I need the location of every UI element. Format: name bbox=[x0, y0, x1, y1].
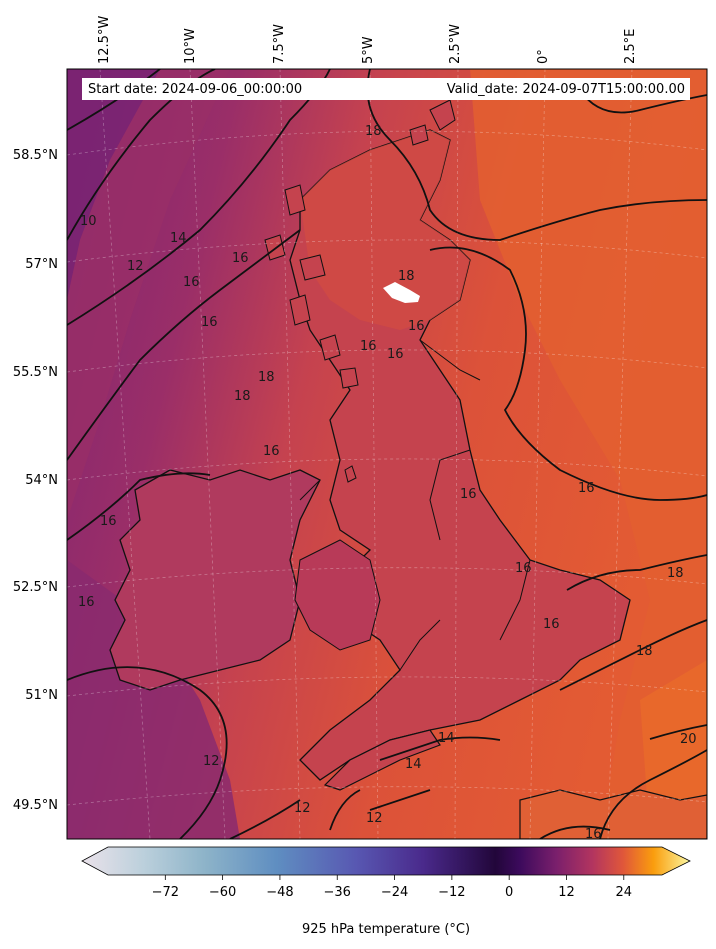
map-frame bbox=[66, 68, 708, 840]
latitude-label: 55.5°N bbox=[13, 365, 58, 380]
contour-label-group: 10 12 14 16 16 16 18 18 18 16 16 18 16 1… bbox=[78, 124, 697, 842]
colorbar-tick-label: −12 bbox=[438, 885, 465, 900]
valid-date-label: Valid_date: 2024-09-07T15:00:00.00 bbox=[447, 82, 685, 97]
ireland-land bbox=[109, 469, 321, 691]
region-borders bbox=[299, 339, 531, 671]
colorbar-tick-label: −36 bbox=[324, 885, 351, 900]
contour-label: 18 bbox=[667, 566, 684, 581]
contour-label: 16 bbox=[408, 319, 425, 334]
contour-label: 12 bbox=[127, 259, 144, 274]
longitude-label: 5°W bbox=[361, 36, 376, 64]
northern-isles bbox=[409, 99, 456, 146]
longitude-labels: 12.5°W 10°W 7.5°W 5°W 2.5°W 0° 2.5°E bbox=[97, 16, 638, 64]
cool-sea-zone-southwest bbox=[67, 560, 240, 839]
longitude-label: 0° bbox=[536, 49, 551, 64]
latitude-label: 49.5°N bbox=[13, 798, 58, 813]
colorbar-tick-label: 24 bbox=[616, 885, 633, 900]
latitude-label: 54°N bbox=[25, 473, 58, 488]
longitude-label: 12.5°W bbox=[97, 16, 112, 64]
contour-label: 18 bbox=[398, 269, 415, 284]
colorbar-ticks: −72 −60 −48 −36 −24 −12 0 12 24 bbox=[152, 875, 632, 900]
latitude-label: 52.5°N bbox=[13, 580, 58, 595]
colorbar-tick-label: −24 bbox=[381, 885, 408, 900]
colorbar-tick-label: 0 bbox=[505, 885, 513, 900]
contour-label: 16 bbox=[543, 617, 560, 632]
contour-label: 16 bbox=[183, 275, 200, 290]
contour-label: 14 bbox=[170, 231, 187, 246]
contour-label: 18 bbox=[636, 644, 653, 659]
contour-label: 16 bbox=[387, 347, 404, 362]
date-info-box bbox=[82, 78, 690, 100]
high-terrain-patch bbox=[383, 282, 420, 303]
wales-region bbox=[294, 539, 381, 651]
isotherm-contours bbox=[67, 69, 707, 839]
colorbar-tick-label: −72 bbox=[152, 885, 179, 900]
contour-label: 16 bbox=[201, 315, 218, 330]
colorbar-tick-label: 12 bbox=[558, 885, 575, 900]
contour-label: 16 bbox=[578, 481, 595, 496]
colorbar-title: 925 hPa temperature (°C) bbox=[302, 922, 470, 937]
latitude-label: 57°N bbox=[25, 257, 58, 272]
contour-label: 16 bbox=[100, 514, 117, 529]
colorbar-tick-label: −60 bbox=[209, 885, 236, 900]
contour-label: 16 bbox=[360, 339, 377, 354]
latitude-label: 51°N bbox=[25, 688, 58, 703]
continent-coast bbox=[519, 789, 707, 839]
cool-sea-zone-northwest bbox=[67, 69, 160, 300]
contour-label: 16 bbox=[263, 444, 280, 459]
graticule bbox=[67, 69, 707, 839]
contour-label: 16 bbox=[460, 487, 477, 502]
contour-label: 18 bbox=[365, 124, 382, 139]
contour-label: 12 bbox=[203, 754, 220, 769]
colorbar: −72 −60 −48 −36 −24 −12 0 12 24 925 hPa temperat… bbox=[81, 846, 691, 937]
contour-label: 16 bbox=[585, 827, 602, 842]
contour-label: 10 bbox=[80, 214, 97, 229]
isle-of-man bbox=[344, 465, 357, 483]
contour-label: 18 bbox=[258, 370, 275, 385]
contour-label: 14 bbox=[438, 731, 455, 746]
map-area: 10 12 14 16 16 16 18 18 18 16 16 18 16 1… bbox=[67, 69, 707, 842]
contour-label: 20 bbox=[680, 732, 697, 747]
contour-label: 16 bbox=[515, 561, 532, 576]
colorbar-tick-label: −48 bbox=[266, 885, 293, 900]
longitude-label: 2.5°E bbox=[623, 29, 638, 64]
contour-label: 14 bbox=[405, 757, 422, 772]
colorbar-body bbox=[81, 846, 691, 876]
contour-label: 18 bbox=[234, 389, 251, 404]
contour-label: 12 bbox=[294, 801, 311, 816]
longitude-label: 7.5°W bbox=[272, 24, 287, 64]
contour-label: 16 bbox=[78, 595, 95, 610]
latitude-label: 58.5°N bbox=[13, 148, 58, 163]
hebrides-islands bbox=[264, 184, 359, 389]
contour-label: 12 bbox=[366, 811, 383, 826]
longitude-label: 2.5°W bbox=[448, 24, 463, 64]
scotland-highlands bbox=[300, 130, 470, 330]
latitude-labels: 58.5°N 57°N 55.5°N 54°N 52.5°N 51°N 49.5… bbox=[13, 148, 58, 813]
contour-label: 16 bbox=[232, 251, 249, 266]
start-date-label: Start date: 2024-09-06_00:00:00 bbox=[88, 82, 302, 97]
mid-sea-zone-west bbox=[67, 69, 230, 520]
longitude-label: 10°W bbox=[183, 28, 198, 64]
